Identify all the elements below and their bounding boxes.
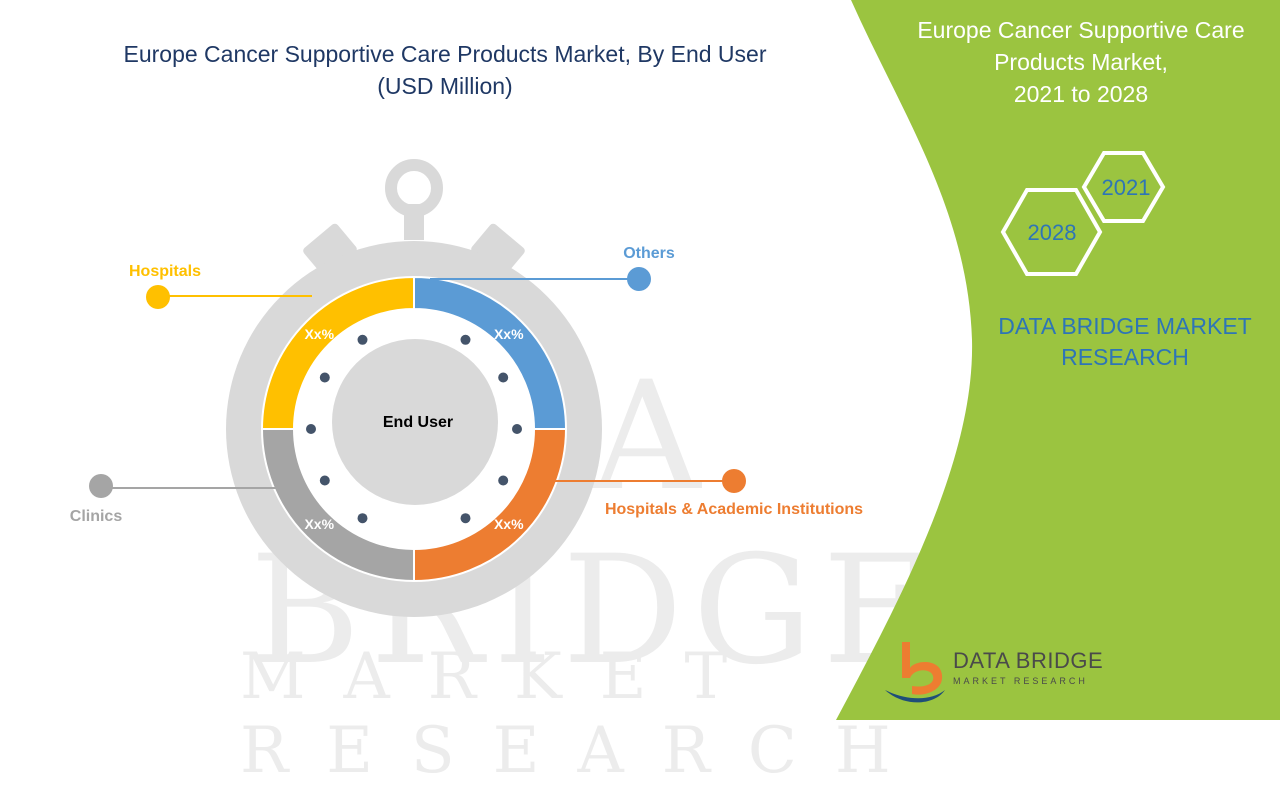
center-disc [332, 339, 498, 505]
callout-marker-2 [89, 474, 113, 498]
data-label-0: Xx% [494, 326, 524, 342]
logo-mark [885, 642, 945, 703]
hexagon-2021 [1081, 151, 1166, 223]
chart-title-line2: (USD Million) [377, 73, 513, 99]
brand-text-line2: RESEARCH [1061, 344, 1189, 370]
tick-dot-10 [319, 372, 330, 383]
data-label-1: Xx% [494, 516, 524, 532]
tick-dot-9 [306, 424, 316, 434]
tick-dot-11 [357, 334, 368, 345]
tick-dot-3 [512, 424, 522, 434]
hexagon-2028-label: 2028 [1028, 220, 1077, 245]
chart-title-line1: Europe Cancer Supportive Care Products M… [123, 41, 767, 67]
data-label-2: Xx% [304, 516, 334, 532]
green-panel-shape [836, 0, 1280, 720]
year-hexagons: 2021 2028 [1000, 151, 1166, 276]
stopwatch-left-knob [303, 223, 357, 277]
center-label: End User [383, 414, 453, 431]
chart-title: Europe Cancer Supportive Care Products M… [95, 38, 795, 102]
green-panel [836, 0, 1280, 720]
logo-mark-orange [902, 642, 943, 695]
stopwatch-stem [404, 204, 424, 240]
logo-name: DATA BRIDGE [953, 648, 1104, 673]
panel-title-line1: Europe Cancer Supportive Care [917, 17, 1245, 43]
tick-dot-8 [319, 475, 330, 486]
tick-dot-2 [498, 372, 509, 383]
panel-title: Europe Cancer Supportive Care Products M… [895, 14, 1267, 110]
tick-dot-1 [460, 334, 471, 345]
hexagon-2021-label: 2021 [1102, 175, 1151, 200]
legend-label-3: Hospitals [129, 263, 201, 280]
logo-tagline: MARKET RESEARCH [953, 676, 1088, 686]
callout-marker-3 [146, 285, 170, 309]
infographic: DATA BRIDGE MARKET RESEARCH Europe Cance… [70, 0, 1280, 788]
tick-dot-7 [357, 513, 368, 524]
stopwatch-right-knob [471, 223, 525, 277]
hexagon-2028 [1000, 188, 1103, 276]
legend-label-2: Clinics [70, 508, 123, 525]
panel-title-line2: Products Market, [994, 49, 1168, 75]
legend-label-1: Hospitals & Academic Institutions [605, 501, 863, 518]
tick-dot-5 [460, 513, 471, 524]
callout-marker-0 [627, 267, 651, 291]
donut-chart: End User Xx% Xx% Xx% Xx% Others Hospitals & Ac… [70, 159, 863, 617]
brand-text-line1: DATA BRIDGE MARKET [998, 313, 1252, 339]
brand-text: DATA BRIDGE MARKET RESEARCH [985, 311, 1265, 373]
data-label-3: Xx% [304, 326, 334, 342]
donut-segment-3 [260, 275, 415, 430]
logo-mark-blue [885, 690, 945, 703]
legend-label-0: Others [623, 245, 675, 262]
tick-dot-4 [498, 475, 509, 486]
panel-title-line3: 2021 to 2028 [1013, 81, 1149, 107]
callout-marker-1 [722, 469, 746, 493]
